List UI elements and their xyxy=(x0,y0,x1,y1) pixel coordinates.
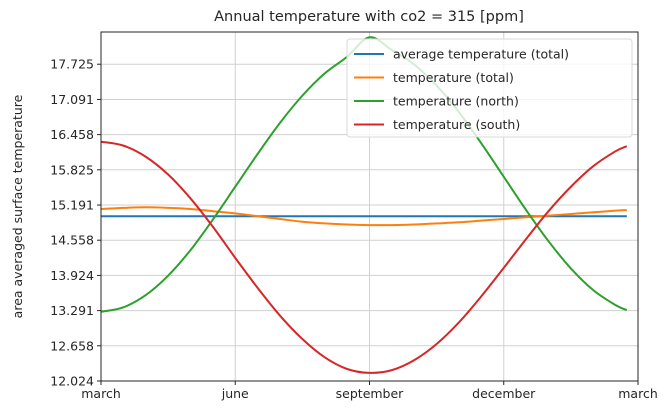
y-tick-label: 16.458 xyxy=(50,127,94,142)
y-tick-label: 13.291 xyxy=(50,303,94,318)
x-tick-label: june xyxy=(221,386,249,401)
axis-ticks: 12.024 12.658 13.291 13.924 14.558 15.191 15.8… xyxy=(50,57,658,401)
legend-entry: temperature (total) xyxy=(393,70,514,85)
y-tick-label: 17.725 xyxy=(50,57,94,72)
series-line-temperature-south xyxy=(100,140,628,374)
x-tick-label: march xyxy=(81,386,121,401)
y-tick-label: 13.924 xyxy=(50,268,94,283)
legend-entry: temperature (north) xyxy=(393,94,519,109)
series-group xyxy=(100,36,628,374)
y-tick-label: 15.825 xyxy=(50,162,94,177)
series-line-temperature-north xyxy=(100,36,628,313)
chart-title: Annual temperature with co2 = 315 [ppm] xyxy=(214,9,524,25)
y-tick-label: 14.558 xyxy=(50,233,94,248)
x-tick-label: september xyxy=(336,386,405,401)
y-tick-label: 15.191 xyxy=(50,198,94,213)
series-line-temperature-total xyxy=(100,206,627,227)
legend-entry: temperature (south) xyxy=(393,117,520,132)
y-tick-label: 12.024 xyxy=(50,374,94,389)
legend: average temperature (total) temperature (… xyxy=(346,38,633,138)
x-tick-label: march xyxy=(618,386,658,401)
x-tick-label: december xyxy=(472,386,536,401)
legend-box xyxy=(346,38,633,138)
y-tick-label: 17.091 xyxy=(50,92,94,107)
legend-entry: average temperature (total) xyxy=(393,47,569,62)
y-axis-label: area averaged surface temperature xyxy=(10,94,25,318)
y-tick-label: 12.658 xyxy=(50,338,94,353)
